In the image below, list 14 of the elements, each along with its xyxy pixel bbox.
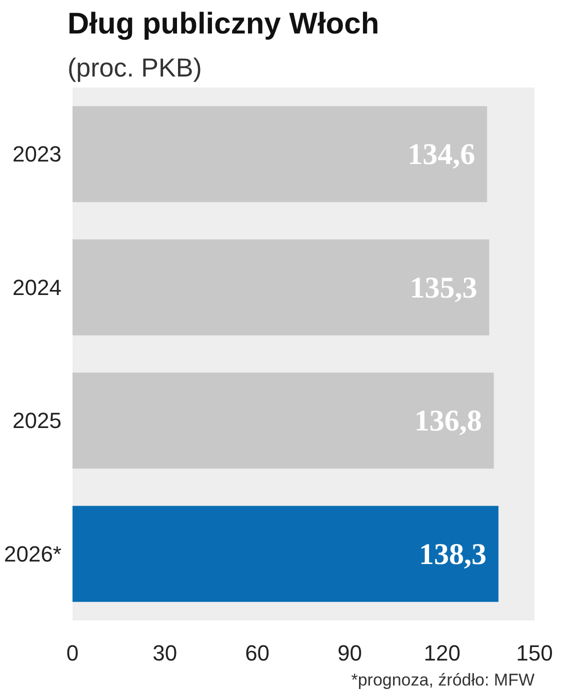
y-tick-label: 2023 (12, 142, 62, 167)
chart-title: Dług publiczny Włoch (68, 8, 380, 40)
x-tick-label: 30 (152, 640, 178, 666)
text: *prognoza, źródło: MFW (351, 670, 535, 690)
y-tick-label: 2024 (12, 274, 62, 300)
x-tick-label: 150 (516, 640, 553, 666)
x-tick-label: 60 (245, 640, 270, 666)
y-tick-label: 2026* (4, 541, 62, 566)
y-tick-label: 2025 (12, 408, 62, 434)
chart-subtitle: (proc. PKB) (68, 52, 202, 82)
x-tick-label: 90 (337, 640, 362, 666)
x-tick-label: 0 (66, 640, 79, 666)
data-label: 138,3 (418, 538, 486, 571)
x-tick-label: 120 (424, 640, 460, 666)
